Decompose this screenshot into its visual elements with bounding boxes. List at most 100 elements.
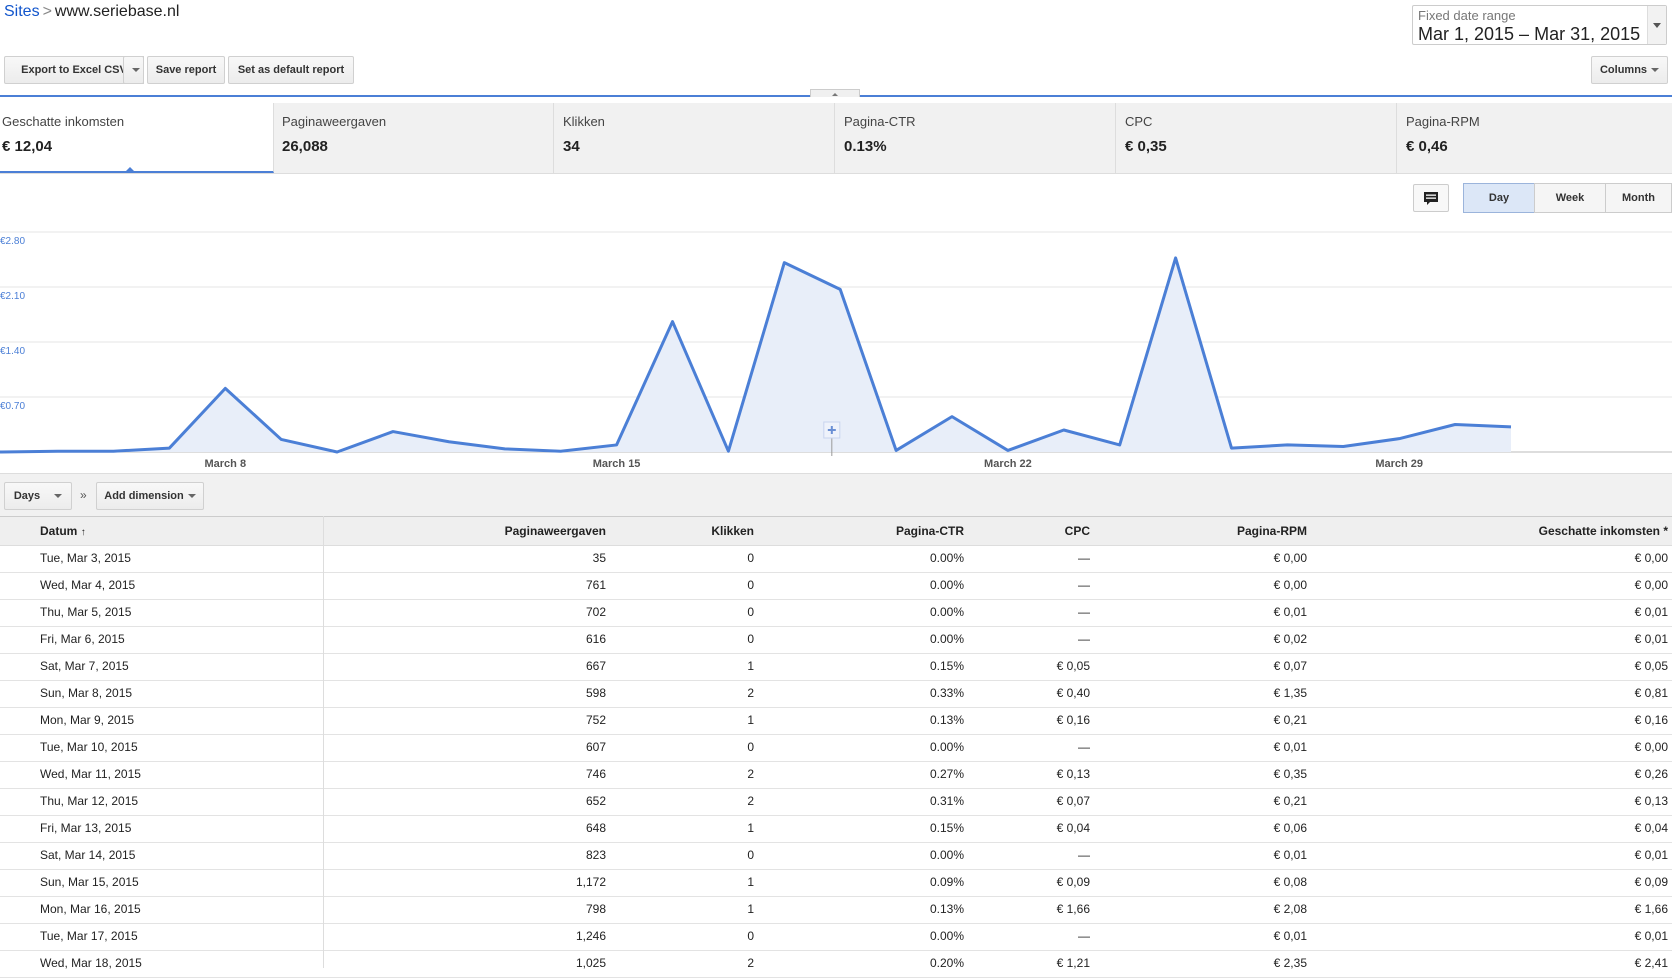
cell-date: Sun, Mar 8, 2015 [40,686,133,700]
cell-cpc: € 0,04 [1056,821,1090,835]
metric-tab-pageviews[interactable]: Paginaweergaven 26,088 [274,103,554,173]
metric-tab-page-ctr[interactable]: Pagina-CTR 0.13% [835,103,1116,173]
column-header-pageviews[interactable]: Paginaweergaven [504,524,606,538]
metric-value: 26,088 [282,138,328,155]
cell-clicks: 2 [747,956,754,970]
table-row: Tue, Mar 17, 2015 1,246 0 0.00% — € 0,01 € 0,0… [0,923,1672,951]
cell-page-rpm: € 0,08 [1273,875,1307,889]
cell-pageviews: 648 [585,821,606,835]
granularity-day-button[interactable]: Day [1463,183,1535,213]
x-tick-label: March 22 [984,458,1032,470]
cell-estimated-earnings: € 0,05 [1634,659,1668,673]
cell-pageviews: 598 [585,686,606,700]
table-row: Thu, Mar 5, 2015 702 0 0.00% — € 0,01 € 0,01 [0,599,1672,627]
cell-clicks: 2 [747,686,754,700]
column-divider [323,516,324,968]
cell-clicks: 0 [747,578,754,592]
granularity-day-label: Day [1488,192,1510,204]
granularity-week-button[interactable]: Week [1534,183,1606,213]
cell-page-rpm: € 0,21 [1273,794,1307,808]
chevron-down-icon [1651,68,1660,76]
columns-button[interactable]: Columns [1591,56,1668,84]
add-dimension-dropdown[interactable]: Add dimension [96,482,204,510]
cell-page-ctr: 0.13% [929,713,964,727]
metric-tab-clicks[interactable]: Klikken 34 [554,103,835,173]
cell-page-ctr: 0.09% [929,875,964,889]
table-row: Sun, Mar 15, 2015 1,172 1 0.09% € 0,09 € 0,08… [0,869,1672,897]
cell-cpc: — [1078,929,1090,943]
column-header-page-rpm[interactable]: Pagina-RPM [1236,524,1307,538]
cell-page-ctr: 0.00% [929,605,964,619]
breadcrumb-sites-link[interactable]: Sites [4,3,40,20]
cell-page-rpm: € 0,02 [1273,632,1307,646]
dimensions-bar: Days » Add dimension [0,473,1672,516]
column-header-page-ctr[interactable]: Pagina-CTR [895,524,964,538]
cell-date: Sat, Mar 7, 2015 [40,659,129,673]
cell-clicks: 1 [747,875,754,889]
cell-pageviews: 1,172 [575,875,606,889]
metric-value: 0.13% [844,138,887,155]
cell-page-rpm: € 0,00 [1273,551,1307,565]
breadcrumb: Sites > www.seriebase.nl [4,3,179,21]
cell-pageviews: 35 [592,551,606,565]
cell-page-ctr: 0.00% [929,929,964,943]
cell-cpc: — [1078,848,1090,862]
column-header-date[interactable]: Datum ↑ [40,524,86,538]
granularity-month-button[interactable]: Month [1605,183,1672,213]
cell-clicks: 2 [747,767,754,781]
metric-tab-cpc[interactable]: CPC € 0,35 [1116,103,1397,173]
cell-cpc: € 0,09 [1056,875,1090,889]
collapse-toggle[interactable] [810,89,860,97]
table-row: Sat, Mar 7, 2015 667 1 0.15% € 0,05 € 0,07 € 0… [0,653,1672,681]
chevron-down-icon [131,68,140,76]
metric-name: Geschatte inkomsten [2,114,125,129]
dimension-separator: » [80,488,87,502]
cell-pageviews: 761 [585,578,606,592]
table-row: Wed, Mar 11, 2015 746 2 0.27% € 0,13 € 0,35 € … [0,761,1672,789]
set-default-report-button[interactable]: Set as default report [228,56,354,84]
cell-page-ctr: 0.00% [929,551,964,565]
column-header-cpc[interactable]: CPC [1064,524,1090,538]
column-header-estimated-earnings[interactable]: Geschatte inkomsten * [1538,524,1668,538]
cell-estimated-earnings: € 0,00 [1634,578,1668,592]
table-row: Wed, Mar 18, 2015 1,025 2 0.20% € 1,21 € 2,35… [0,950,1672,978]
cell-page-rpm: € 0,01 [1273,929,1307,943]
column-header-clicks[interactable]: Klikken [711,524,754,538]
breadcrumb-separator: > [42,3,52,20]
cell-estimated-earnings: € 0,01 [1634,929,1668,943]
metric-tab-estimated-earnings[interactable]: Geschatte inkomsten € 12,04 [0,103,274,173]
cell-date: Thu, Mar 12, 2015 [40,794,139,808]
metric-name: Paginaweergaven [282,114,387,129]
granularity-month-label: Month [1622,192,1655,204]
annotation-button[interactable] [1413,184,1449,212]
cell-clicks: 2 [747,794,754,808]
y-tick-label: €0.70 [0,401,25,412]
metric-tab-page-rpm[interactable]: Pagina-RPM € 0,46 [1397,103,1672,173]
cell-estimated-earnings: € 0,16 [1634,713,1668,727]
metric-value: € 0,46 [1406,138,1448,155]
cell-date: Fri, Mar 6, 2015 [40,632,125,646]
y-tick-label: €1.40 [0,346,25,357]
cell-page-ctr: 0.00% [929,578,964,592]
cell-page-rpm: € 0,35 [1273,767,1307,781]
chevron-down-icon [54,494,63,502]
export-csv-button[interactable]: Export to Excel CSV [4,56,144,84]
cell-estimated-earnings: € 0,00 [1634,740,1668,754]
date-range-picker[interactable]: Fixed date range Mar 1, 2015 – Mar 31, 2… [1412,5,1667,45]
cell-clicks: 0 [747,929,754,943]
table-header: Datum ↑ Paginaweergaven Klikken Pagina-C… [0,516,1672,546]
chevron-down-icon [187,494,196,502]
save-report-button[interactable]: Save report [147,56,225,84]
cell-pageviews: 702 [585,605,606,619]
cell-cpc: — [1078,605,1090,619]
export-menu-button[interactable] [123,56,144,84]
table-row: Sun, Mar 8, 2015 598 2 0.33% € 0,40 € 1,35 € 0… [0,680,1672,708]
cell-page-rpm: € 0,01 [1273,740,1307,754]
cell-estimated-earnings: € 0,04 [1634,821,1668,835]
earnings-chart: €2.80 €2.10 €1.40 €0.70 March 8 March 15 March… [0,231,1672,470]
date-range-value: Mar 1, 2015 – Mar 31, 2015 [1418,24,1641,44]
days-dimension-dropdown[interactable]: Days [4,482,72,510]
cell-date: Tue, Mar 10, 2015 [40,740,138,754]
cell-date: Sat, Mar 14, 2015 [40,848,136,862]
chevron-down-icon[interactable] [1647,6,1666,44]
